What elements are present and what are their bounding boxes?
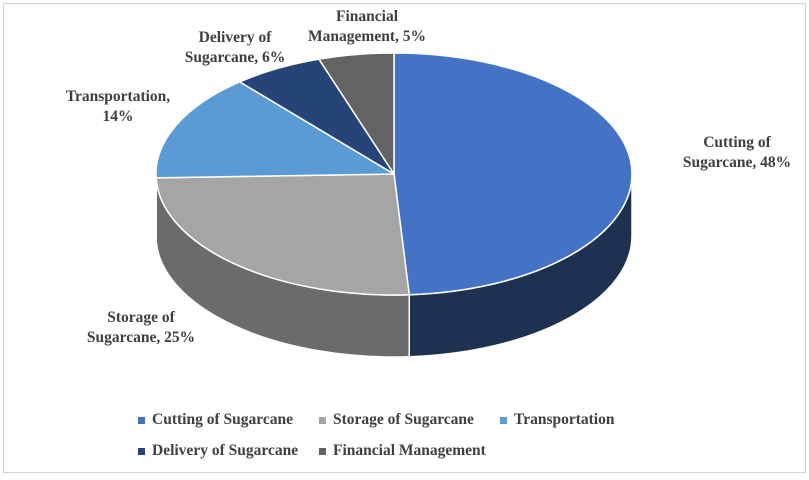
legend-marker-icon — [138, 448, 145, 455]
legend-label: Transportation — [514, 411, 614, 429]
data-label-line: Management, 5% — [308, 27, 426, 47]
legend-item-storage-of-sugarcane: Storage of Sugarcane — [319, 410, 500, 430]
data-label-transportation: Transportation, 14% — [66, 87, 170, 127]
data-label-line: Delivery of — [185, 28, 285, 48]
data-label-line: Sugarcane, 25% — [87, 328, 195, 348]
data-label-line: Cutting of — [683, 133, 791, 153]
legend-marker-icon — [319, 448, 326, 455]
legend: Cutting of Sugarcane Storage of Sugarcan… — [138, 410, 681, 472]
data-label-line: Sugarcane, 48% — [683, 153, 791, 173]
legend-item-cutting-of-sugarcane: Cutting of Sugarcane — [138, 410, 319, 430]
data-label-financial-management: Financial Management, 5% — [308, 7, 426, 47]
legend-marker-icon — [138, 417, 145, 424]
data-label-line: Storage of — [87, 308, 195, 328]
legend-label: Delivery of Sugarcane — [152, 442, 298, 460]
legend-item-transportation: Transportation — [500, 410, 681, 430]
legend-label: Financial Management — [333, 442, 486, 460]
data-label-line: Transportation, — [66, 87, 170, 107]
chart-frame: Cutting of Sugarcane, 48% Storage of Sug… — [3, 3, 806, 473]
legend-marker-icon — [500, 417, 507, 424]
legend-marker-icon — [319, 417, 326, 424]
data-label-delivery-of-sugarcane: Delivery of Sugarcane, 6% — [185, 28, 285, 68]
legend-label: Cutting of Sugarcane — [152, 411, 293, 429]
data-label-line: Sugarcane, 6% — [185, 48, 285, 68]
data-label-line: Financial — [308, 7, 426, 27]
data-label-cutting-of-sugarcane: Cutting of Sugarcane, 48% — [683, 133, 791, 173]
data-label-line: 14% — [66, 107, 170, 127]
data-label-storage-of-sugarcane: Storage of Sugarcane, 25% — [87, 308, 195, 348]
legend-item-delivery-of-sugarcane: Delivery of Sugarcane — [138, 441, 319, 461]
legend-label: Storage of Sugarcane — [333, 411, 474, 429]
pie-chart — [4, 4, 809, 480]
legend-item-financial-management: Financial Management — [319, 441, 500, 461]
